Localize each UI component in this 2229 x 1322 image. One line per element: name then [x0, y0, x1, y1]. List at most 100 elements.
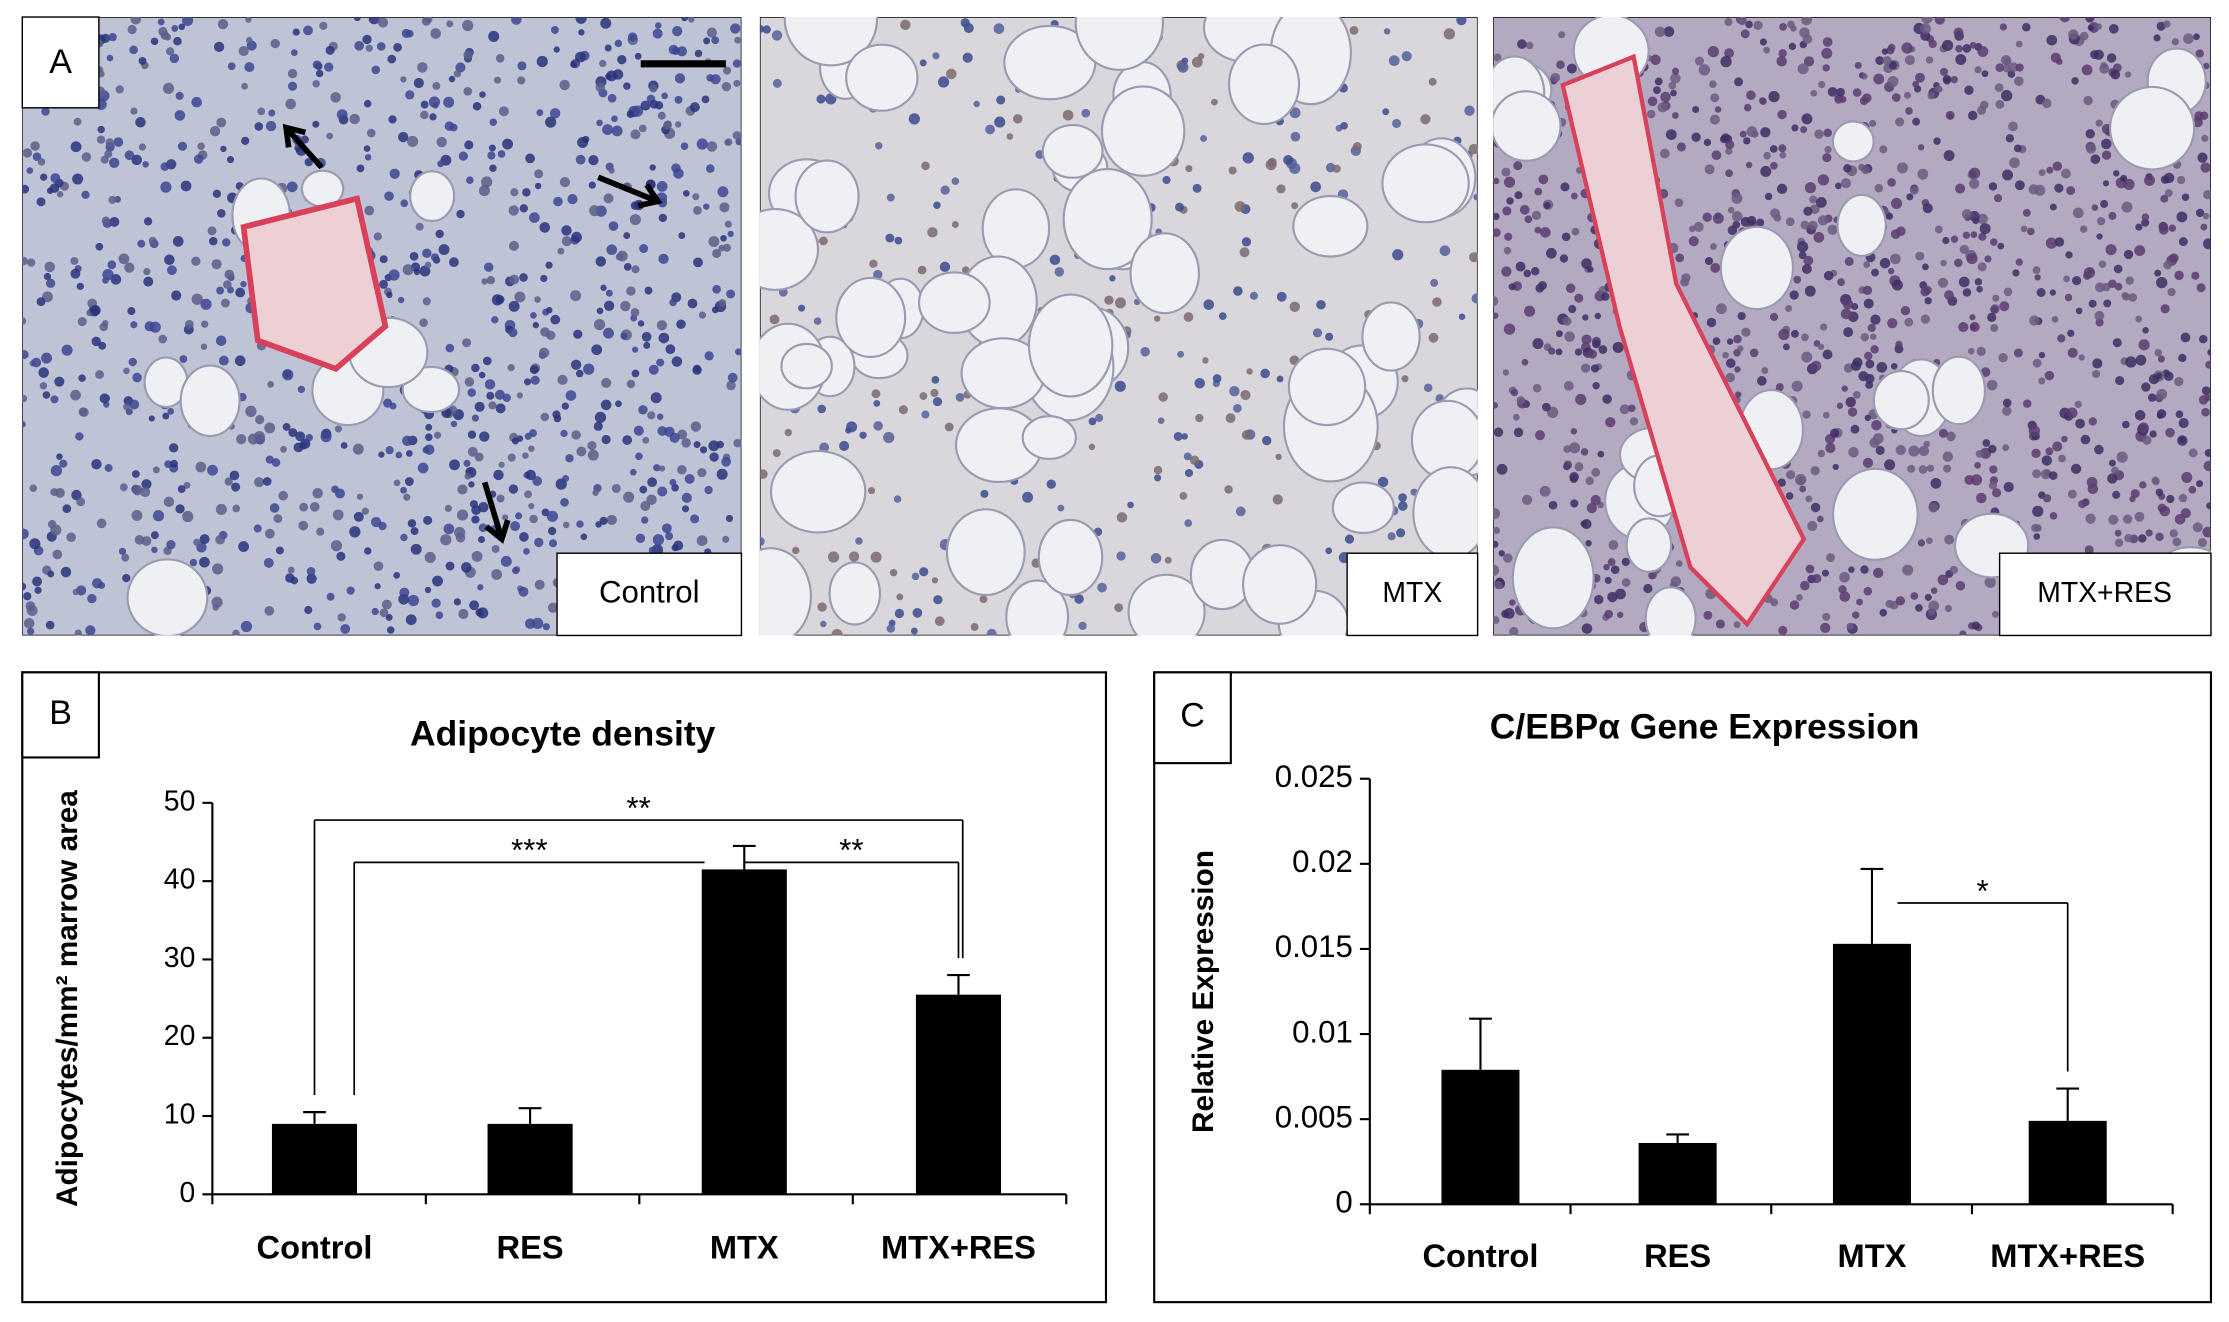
adipocyte — [1037, 518, 1104, 596]
cell — [420, 110, 429, 120]
cell — [257, 107, 266, 116]
cell — [436, 136, 447, 148]
cell — [910, 627, 918, 635]
cell — [1800, 220, 1810, 230]
cell — [1493, 507, 1501, 519]
cell — [2144, 174, 2156, 186]
cell — [404, 477, 414, 486]
cell — [986, 628, 997, 636]
cell — [255, 415, 265, 425]
cell — [1891, 197, 1903, 209]
cell — [334, 425, 343, 433]
cell — [1822, 411, 1830, 419]
cell — [349, 526, 361, 538]
cell — [340, 442, 348, 449]
cell — [1770, 161, 1778, 170]
cell — [143, 276, 154, 287]
cell — [2160, 194, 2169, 203]
cell — [1968, 167, 1981, 179]
cell — [547, 602, 559, 613]
cell — [1570, 499, 1579, 508]
cell — [1680, 277, 1690, 287]
cell — [524, 432, 532, 440]
cell — [534, 296, 541, 303]
cell — [1563, 445, 1572, 453]
cell — [42, 391, 51, 399]
cell — [494, 389, 506, 400]
cell — [1803, 255, 1814, 266]
cell — [1943, 464, 1952, 473]
cell — [548, 539, 558, 548]
cell — [1955, 183, 1966, 194]
cell — [472, 101, 482, 111]
cell — [100, 155, 109, 164]
cell — [620, 332, 628, 340]
cell — [1856, 598, 1863, 606]
cell — [388, 115, 397, 124]
cell — [22, 528, 29, 540]
cell — [1670, 89, 1677, 97]
cell — [512, 566, 520, 575]
cell — [2174, 270, 2184, 281]
cell — [511, 17, 522, 25]
cell — [46, 278, 56, 288]
cell — [1790, 25, 1797, 32]
cell — [819, 442, 830, 453]
cell — [1864, 351, 1873, 361]
cell — [1917, 168, 1929, 180]
cell — [66, 532, 76, 543]
cell — [1779, 151, 1787, 159]
cell — [1912, 117, 1921, 126]
cell — [471, 550, 483, 562]
cell — [1703, 138, 1712, 147]
cell — [813, 317, 822, 325]
cell — [429, 113, 437, 121]
cell — [115, 85, 124, 94]
cell — [1665, 129, 1677, 141]
cell — [2043, 494, 2052, 503]
cell — [1646, 109, 1656, 119]
cell — [1860, 332, 1870, 342]
cell — [1934, 225, 1943, 234]
cell — [1164, 556, 1172, 564]
cell — [2033, 533, 2041, 540]
cell — [2028, 425, 2041, 437]
cell — [477, 607, 489, 619]
cell — [1733, 334, 1742, 344]
cell — [1471, 293, 1478, 304]
cell — [559, 79, 570, 91]
micrograph — [1493, 17, 2211, 636]
cell — [179, 355, 188, 363]
cell — [1062, 109, 1074, 121]
cell — [1430, 278, 1439, 287]
cell — [481, 278, 488, 285]
cell — [816, 94, 826, 104]
cell — [1793, 275, 1802, 284]
cell — [410, 527, 419, 536]
cell — [1710, 93, 1720, 103]
cell — [1815, 197, 1827, 208]
cell — [1743, 137, 1751, 145]
adipocyte — [1836, 193, 1887, 257]
cell — [649, 164, 656, 171]
cell — [2105, 244, 2117, 256]
cell — [1534, 187, 1543, 196]
cell — [643, 341, 651, 349]
cell — [1830, 428, 1840, 438]
cell — [1049, 254, 1061, 266]
cell — [413, 77, 424, 89]
cell — [534, 579, 545, 590]
cell — [353, 511, 364, 522]
cell — [1432, 297, 1442, 307]
cell — [1950, 235, 1959, 243]
cell — [43, 272, 52, 281]
cell — [1778, 144, 1787, 153]
cell — [81, 190, 90, 199]
cell — [1875, 56, 1885, 65]
cell — [1581, 519, 1592, 530]
cell — [1283, 154, 1294, 166]
cell — [366, 128, 376, 138]
cell — [419, 265, 431, 277]
cell — [1228, 166, 1237, 175]
